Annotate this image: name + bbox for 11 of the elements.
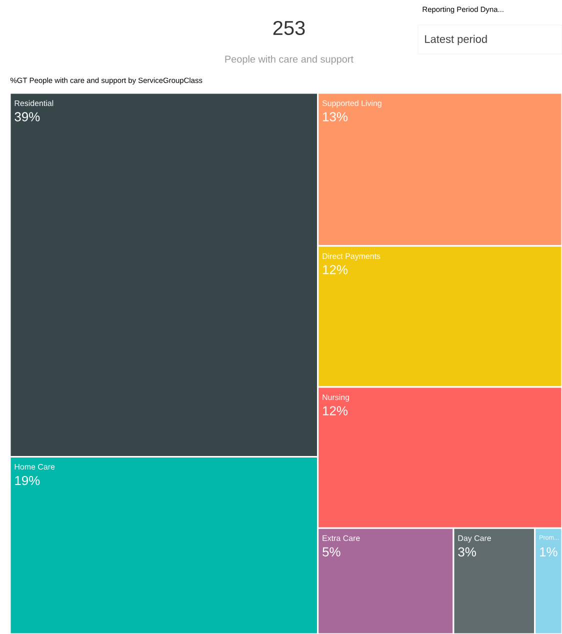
text: People with care and support [225,55,354,65]
data-label: 19% [15,476,40,486]
data-label: 12% [323,265,348,274]
data-label: 39% [14,112,40,122]
data-label: 1% [540,547,558,556]
data-label: 13% [323,112,348,122]
data-label: 12% [323,406,348,416]
data-label: 3% [458,547,476,557]
data-label: 5% [322,547,340,556]
text: Latest period [425,34,487,46]
text: 253 [273,20,305,36]
